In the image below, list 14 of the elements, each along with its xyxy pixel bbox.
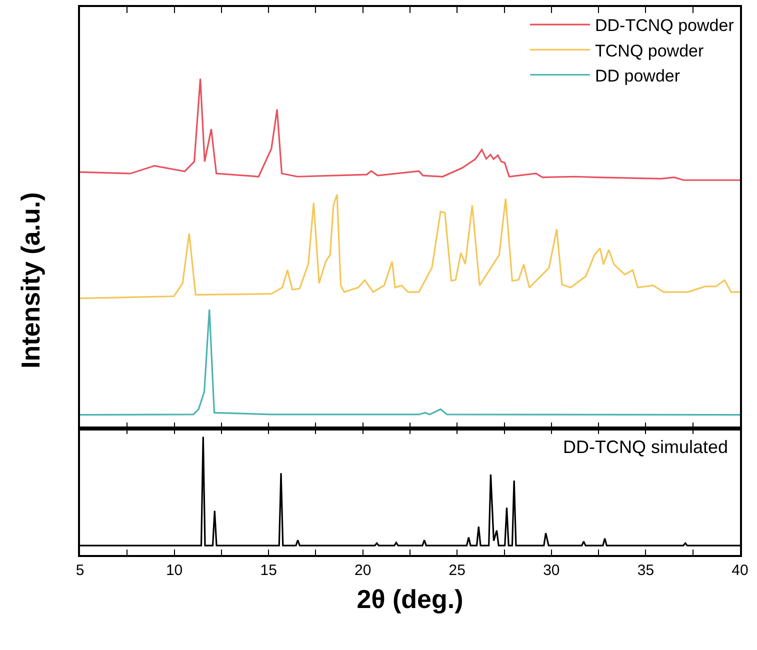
- legend-label: TCNQ powder: [595, 41, 704, 60]
- x-tick-label: 40: [732, 562, 748, 579]
- x-tick-label: 5: [76, 562, 84, 579]
- annotation: DD-TCNQ simulated: [563, 437, 728, 457]
- x-tick-label: 15: [260, 562, 277, 579]
- x-tick-label: 35: [637, 562, 654, 579]
- y-axis-title: Intensity (a.u.): [16, 192, 46, 368]
- x-tick-label: 25: [448, 562, 466, 579]
- x-tick-label: 10: [166, 562, 183, 579]
- x-tick-label: 20: [354, 562, 372, 579]
- x-tick-label: 30: [543, 562, 560, 579]
- x-axis-title: 2θ (deg.): [356, 584, 464, 614]
- legend-label: DD powder: [595, 66, 680, 86]
- legend-label: DD-TCNQ powder: [595, 16, 734, 36]
